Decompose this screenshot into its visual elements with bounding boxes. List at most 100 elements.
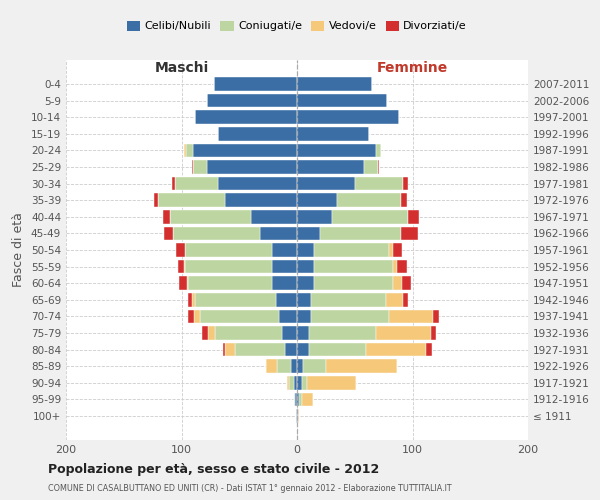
Bar xyxy=(154,194,158,207)
Bar xyxy=(297,226,320,240)
Bar xyxy=(326,360,397,373)
Legend: Celibi/Nubili, Coniugati/e, Vedovi/e, Divorziati/e: Celibi/Nubili, Coniugati/e, Vedovi/e, Di… xyxy=(122,16,472,36)
Bar xyxy=(282,326,297,340)
Bar xyxy=(185,243,272,257)
Bar xyxy=(297,276,314,290)
Bar xyxy=(386,293,403,306)
Bar xyxy=(308,326,376,340)
Bar xyxy=(178,260,184,274)
Bar xyxy=(297,260,314,274)
Bar xyxy=(297,160,364,174)
Bar xyxy=(276,293,297,306)
Bar xyxy=(272,243,297,257)
Text: Maschi: Maschi xyxy=(154,61,209,75)
Bar xyxy=(293,392,295,406)
Bar xyxy=(297,326,308,340)
Bar xyxy=(272,276,297,290)
Bar xyxy=(397,260,407,274)
Bar xyxy=(401,226,418,240)
Bar xyxy=(164,226,173,240)
Bar xyxy=(291,360,297,373)
Bar xyxy=(179,276,187,290)
Bar xyxy=(376,326,431,340)
Text: Popolazione per età, sesso e stato civile - 2012: Popolazione per età, sesso e stato civil… xyxy=(48,462,379,475)
Bar xyxy=(176,243,185,257)
Bar xyxy=(218,127,297,140)
Bar xyxy=(194,310,200,323)
Bar xyxy=(223,343,226,356)
Bar xyxy=(297,360,303,373)
Bar xyxy=(311,293,386,306)
Bar xyxy=(308,343,366,356)
Bar xyxy=(215,326,282,340)
Bar xyxy=(393,243,402,257)
Bar xyxy=(172,177,175,190)
Bar xyxy=(393,276,402,290)
Bar xyxy=(364,160,378,174)
Bar xyxy=(207,160,297,174)
Bar xyxy=(192,160,193,174)
Bar xyxy=(196,293,276,306)
Bar xyxy=(188,293,192,306)
Bar xyxy=(173,226,260,240)
Bar xyxy=(297,409,298,422)
Bar xyxy=(314,260,393,274)
Text: COMUNE DI CASALBUTTANO ED UNITI (CR) - Dati ISTAT 1° gennaio 2012 - Elaborazione: COMUNE DI CASALBUTTANO ED UNITI (CR) - D… xyxy=(48,484,452,493)
Bar xyxy=(188,276,272,290)
Y-axis label: Anni di nascita: Anni di nascita xyxy=(596,204,600,296)
Bar xyxy=(158,194,226,207)
Bar xyxy=(389,310,433,323)
Bar xyxy=(389,243,393,257)
Bar xyxy=(184,260,185,274)
Bar xyxy=(214,78,297,91)
Bar xyxy=(192,293,196,306)
Bar xyxy=(393,260,397,274)
Bar xyxy=(226,343,235,356)
Bar xyxy=(200,310,278,323)
Bar xyxy=(202,326,208,340)
Bar xyxy=(296,409,297,422)
Bar xyxy=(431,326,436,340)
Bar xyxy=(378,160,379,174)
Bar xyxy=(332,210,408,224)
Text: Femmine: Femmine xyxy=(377,61,448,75)
Bar xyxy=(311,310,389,323)
Bar xyxy=(185,260,272,274)
Bar xyxy=(297,127,368,140)
Bar xyxy=(302,376,307,390)
Bar xyxy=(297,144,376,157)
Bar xyxy=(403,293,408,306)
Bar xyxy=(207,94,297,108)
Bar xyxy=(260,226,297,240)
Bar xyxy=(196,110,297,124)
Bar xyxy=(314,276,393,290)
Bar xyxy=(402,276,412,290)
Bar xyxy=(272,260,297,274)
Bar xyxy=(298,409,299,422)
Bar xyxy=(366,343,427,356)
Bar xyxy=(297,78,372,91)
Bar xyxy=(193,144,297,157)
Bar xyxy=(163,210,170,224)
Bar xyxy=(297,110,398,124)
Bar xyxy=(208,326,215,340)
Bar xyxy=(408,210,419,224)
Bar xyxy=(235,343,286,356)
Bar xyxy=(289,376,293,390)
Bar xyxy=(320,226,401,240)
Bar xyxy=(314,243,389,257)
Bar xyxy=(278,310,297,323)
Bar xyxy=(193,160,207,174)
Bar xyxy=(286,343,297,356)
Bar xyxy=(293,376,297,390)
Bar xyxy=(297,343,308,356)
Bar xyxy=(187,276,188,290)
Bar xyxy=(186,144,193,157)
Bar xyxy=(427,343,432,356)
Bar xyxy=(303,360,326,373)
Bar xyxy=(302,392,313,406)
Bar xyxy=(299,392,302,406)
Bar xyxy=(287,376,289,390)
Bar xyxy=(297,310,311,323)
Bar xyxy=(401,194,407,207)
